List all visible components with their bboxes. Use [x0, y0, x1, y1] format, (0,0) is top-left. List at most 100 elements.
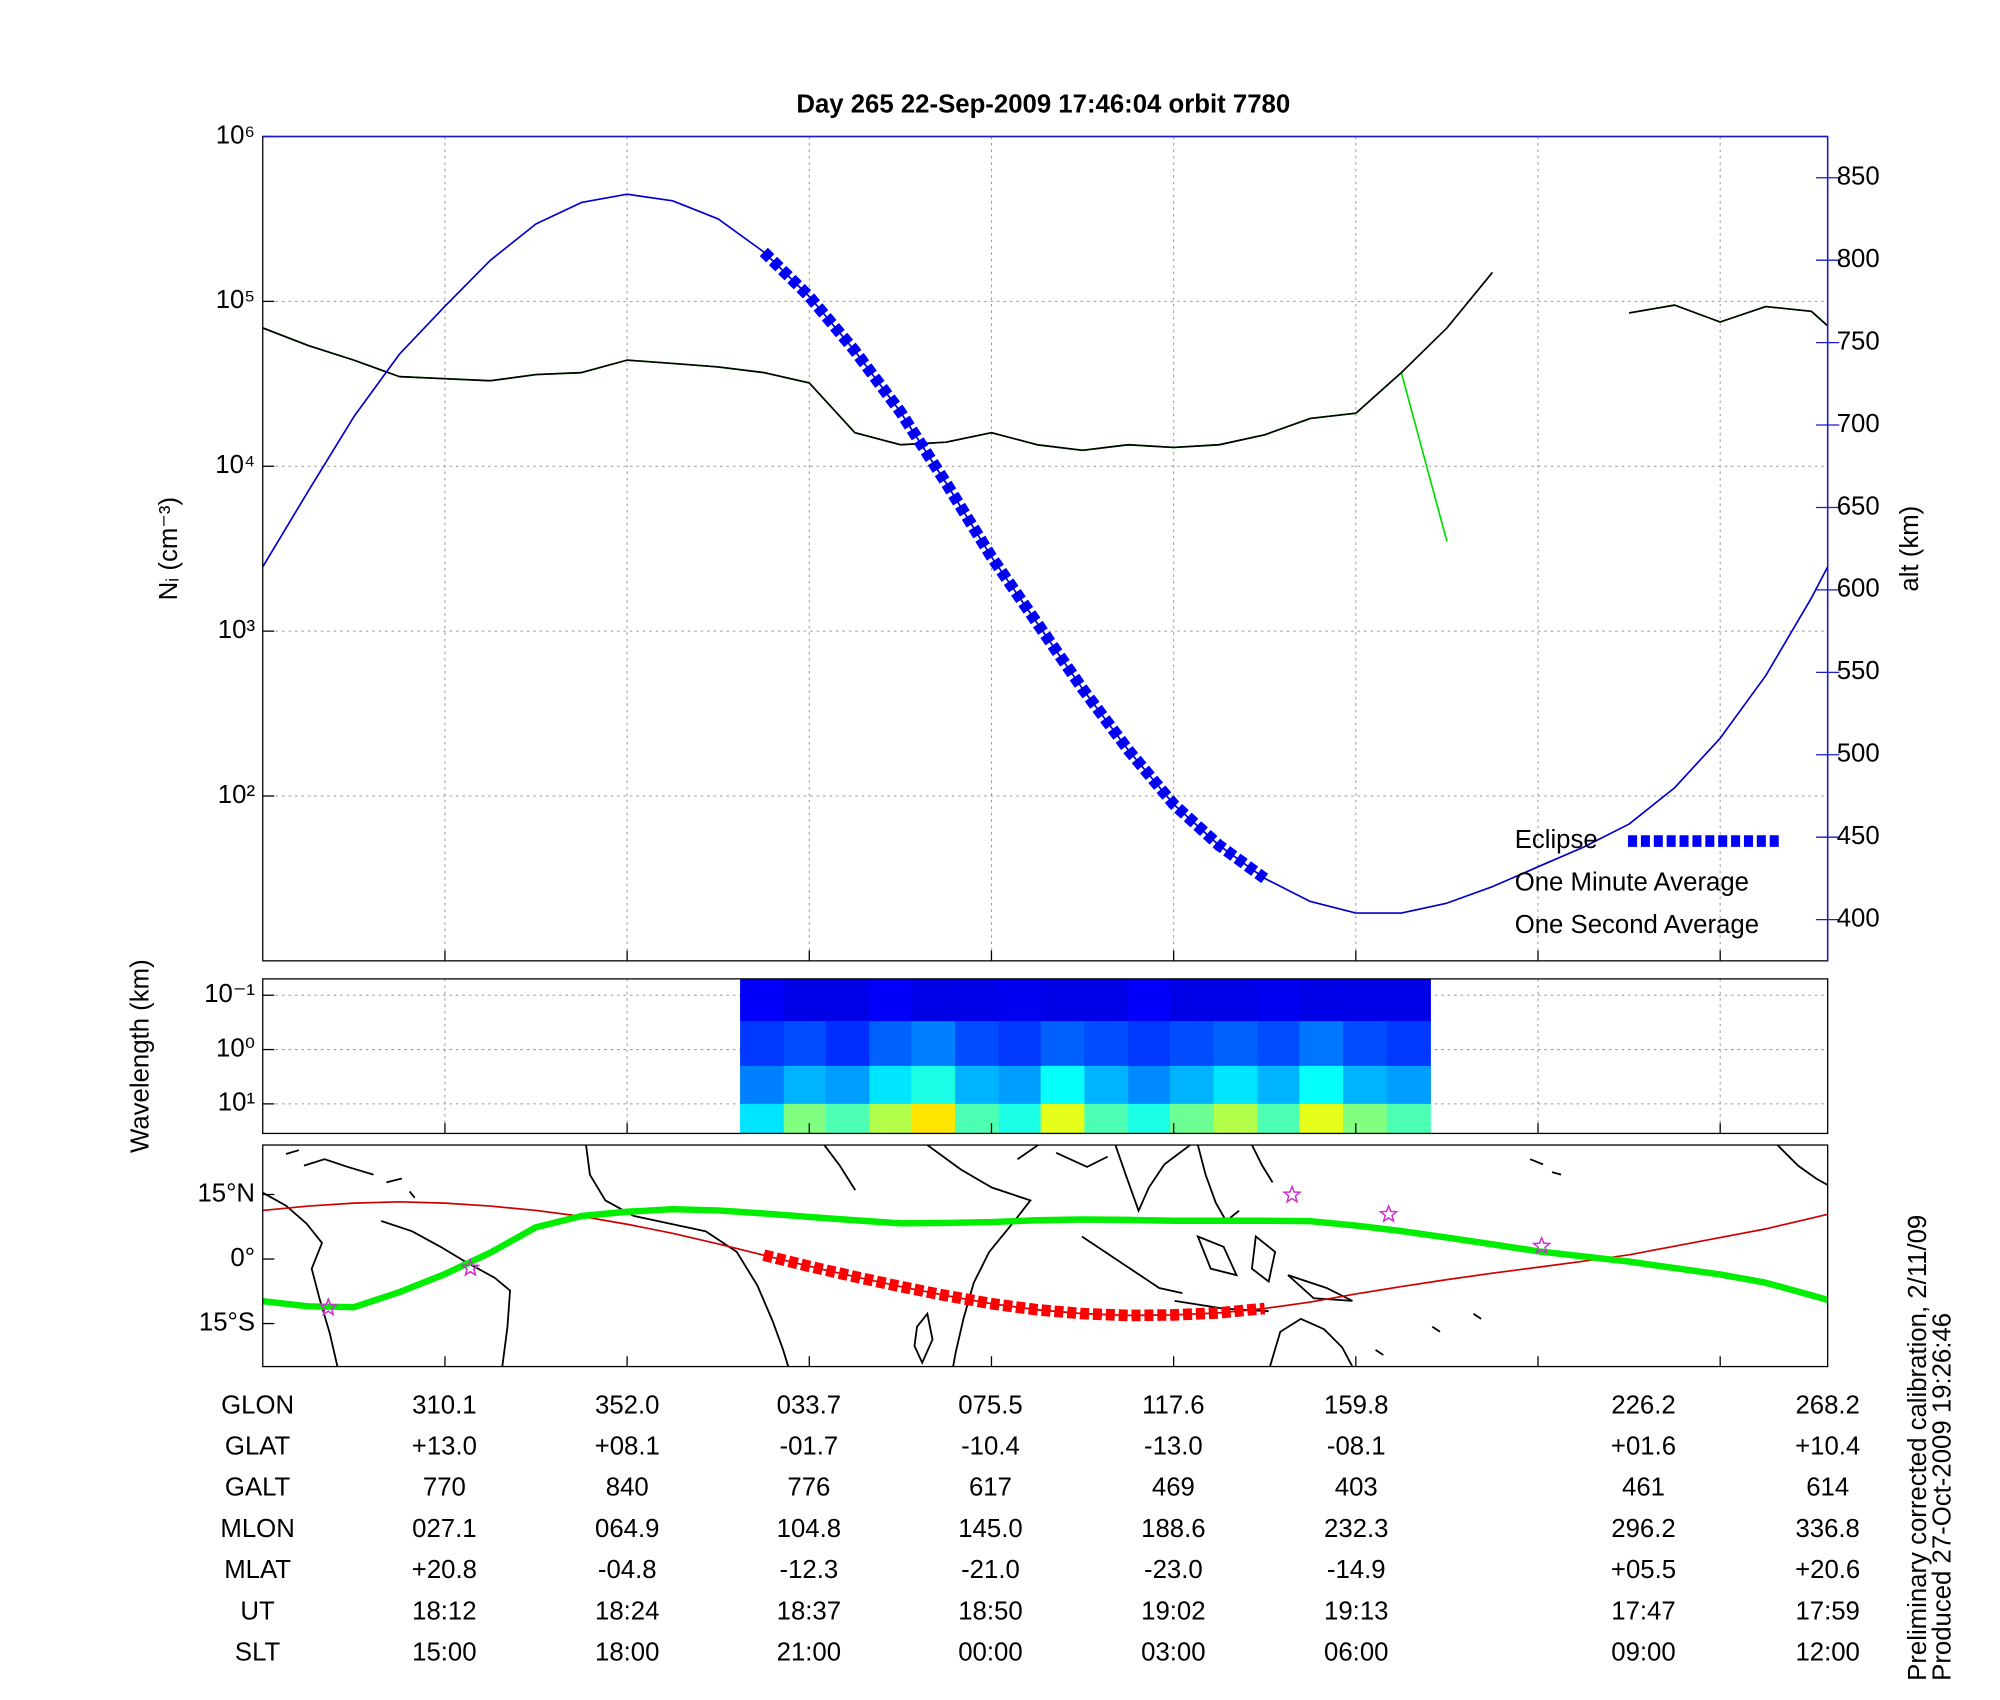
- heatmap-cell: [1299, 1021, 1344, 1067]
- table-row-label: GLON: [221, 1391, 294, 1419]
- table-cell: 033.7: [777, 1391, 841, 1419]
- heatmap-cell: [1213, 1103, 1258, 1134]
- table-cell: +13.0: [412, 1433, 477, 1461]
- table-cell: -08.1: [1327, 1433, 1386, 1461]
- heatmap-cell: [1257, 1103, 1300, 1134]
- coastline: [380, 1220, 511, 1367]
- heatmap-cell: [869, 1021, 912, 1067]
- star-marker: [460, 1257, 481, 1277]
- heatmap-cell: [1213, 978, 1258, 1022]
- table-cell: 18:12: [412, 1597, 476, 1625]
- y2-tick-label: 450: [1837, 822, 1880, 850]
- series-line: [762, 1249, 1266, 1322]
- table-cell: 21:00: [777, 1639, 841, 1667]
- heatmap-cell: [911, 1103, 956, 1134]
- heatmap-cell: [1386, 1103, 1431, 1134]
- heatmap-cell: [1257, 1021, 1300, 1067]
- table-cell: 617: [969, 1474, 1012, 1502]
- y2-tick-label: 850: [1837, 163, 1880, 191]
- heatmap-cell: [1343, 1021, 1388, 1067]
- heatmap-cell: [740, 1103, 785, 1134]
- heatmap-cell: [1084, 978, 1129, 1022]
- star-marker: [318, 1297, 339, 1317]
- y-tick-label: 15°N: [197, 1179, 255, 1207]
- heatmap-cell: [998, 978, 1042, 1022]
- heatmap-cell: [1257, 978, 1300, 1022]
- heatmap-cell: [911, 1065, 956, 1105]
- table-cell: 614: [1806, 1474, 1849, 1502]
- table-cell: 15:00: [412, 1639, 476, 1667]
- heatmap-cell: [955, 1103, 1000, 1134]
- y-tick-label: 10⁰: [216, 1034, 255, 1062]
- coastline: [1017, 1145, 1191, 1214]
- table-cell: 19:13: [1324, 1597, 1388, 1625]
- table-row-label: MLAT: [224, 1556, 291, 1584]
- table-cell: 18:50: [958, 1597, 1022, 1625]
- y-tick-label: 10⁴: [215, 451, 255, 479]
- table-cell: 770: [423, 1474, 466, 1502]
- heatmap-cell: [1128, 978, 1171, 1022]
- plot-frame: [262, 978, 1829, 1135]
- heatmap-cell: [998, 1021, 1042, 1067]
- plot-frame: [262, 1144, 1829, 1368]
- coastline: [1529, 1145, 1828, 1186]
- y-tick-label: 10⁶: [216, 121, 255, 149]
- heatmap-cell: [1343, 1103, 1388, 1134]
- table-cell: 336.8: [1795, 1515, 1859, 1543]
- table-cell: 117.6: [1142, 1391, 1205, 1419]
- table-cell: 469: [1152, 1474, 1195, 1502]
- heatmap-cell: [1386, 1021, 1431, 1067]
- y-tick-label: 15°S: [199, 1308, 255, 1336]
- heatmap-cell: [1213, 1065, 1258, 1105]
- heatmap-cell: [1084, 1021, 1129, 1067]
- coastline: [585, 1145, 790, 1367]
- series-line: [262, 193, 1829, 914]
- y2-tick-label: 800: [1837, 245, 1880, 273]
- table-cell: 226.2: [1611, 1391, 1675, 1419]
- table-cell: 18:00: [595, 1639, 659, 1667]
- heatmap-cell: [740, 1021, 785, 1067]
- heatmap-cell: [998, 1065, 1042, 1105]
- heatmap-cell: [1084, 1065, 1129, 1105]
- y-axis-label: Wavelength (km): [126, 959, 154, 1153]
- y2-tick-label: 500: [1837, 740, 1880, 768]
- heatmap-cell: [1084, 1103, 1129, 1134]
- heatmap-cell: [825, 1065, 870, 1105]
- table-cell: 18:24: [595, 1597, 659, 1625]
- heatmap-cell: [1213, 1021, 1258, 1067]
- heatmap-cell: [1170, 1103, 1215, 1134]
- heatmap-cell: [1343, 978, 1388, 1022]
- table-row-label: MLON: [220, 1515, 294, 1543]
- heatmap-cell: [1299, 1103, 1344, 1134]
- heatmap-cell: [740, 1065, 785, 1105]
- y2-tick-label: 650: [1837, 492, 1880, 520]
- heatmap-cell: [1299, 1065, 1344, 1105]
- table-cell: 352.0: [595, 1391, 659, 1419]
- y-tick-label: 10²: [218, 781, 256, 809]
- legend-label: Eclipse: [1515, 826, 1598, 854]
- table-cell: 17:59: [1795, 1597, 1859, 1625]
- footnote: Produced 27-Oct-2009 19:26:46: [1928, 1313, 1956, 1681]
- table-cell: 075.5: [958, 1391, 1022, 1419]
- y-tick-label: 0°: [230, 1244, 255, 1272]
- y2-tick-label: 600: [1837, 575, 1880, 603]
- table-cell: +10.4: [1795, 1433, 1860, 1461]
- legend-label: One Minute Average: [1515, 868, 1749, 896]
- table-cell: 310.1: [412, 1391, 476, 1419]
- table-cell: -10.4: [961, 1433, 1020, 1461]
- legend-label: One Second Average: [1515, 911, 1759, 939]
- heatmap-cell: [1170, 1021, 1215, 1067]
- chart-title: Day 265 22-Sep-2009 17:46:04 orbit 7780: [796, 90, 1290, 118]
- coastline: [823, 1145, 1032, 1367]
- table-cell: 19:02: [1141, 1597, 1205, 1625]
- y-axis-label: Nᵢ (cm⁻³): [155, 497, 183, 600]
- table-cell: -13.0: [1144, 1433, 1203, 1461]
- heatmap-cell: [1128, 1065, 1171, 1105]
- heatmap-cell: [955, 1021, 1000, 1067]
- footnote: Preliminary corrected calibration, 2/11/…: [1904, 1215, 1932, 1681]
- heatmap-cell: [1170, 978, 1215, 1022]
- y2-axis-label: alt (km): [1896, 506, 1924, 592]
- y-tick-label: 10¹: [218, 1089, 256, 1117]
- table-row-label: GALT: [225, 1474, 291, 1502]
